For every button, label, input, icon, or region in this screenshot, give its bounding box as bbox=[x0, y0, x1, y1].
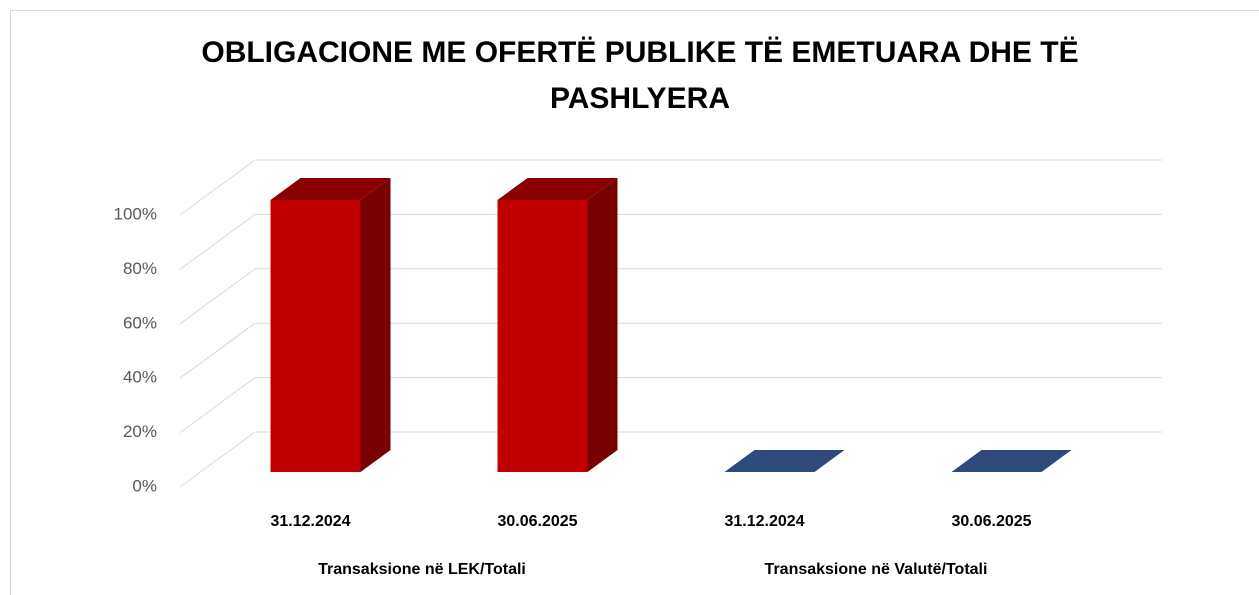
grid-line bbox=[179, 159, 256, 216]
bar-top bbox=[497, 178, 618, 200]
y-tick-label: 80% bbox=[123, 259, 157, 278]
bar-side bbox=[587, 178, 618, 472]
chart-frame bbox=[10, 10, 1259, 595]
chart-title: OBLIGACIONE ME OFERTË PUBLIKE TË EMETUAR… bbox=[201, 36, 1079, 115]
bar-side bbox=[360, 178, 391, 472]
y-tick-label: 60% bbox=[123, 313, 157, 332]
grid-line bbox=[179, 431, 256, 488]
x-tick-label: 30.06.2025 bbox=[497, 513, 577, 530]
x-tick-label: 31.12.2024 bbox=[270, 513, 350, 530]
bar-top bbox=[270, 178, 391, 200]
bar-front bbox=[270, 200, 361, 472]
grid-line bbox=[179, 213, 256, 270]
y-tick-label: 40% bbox=[123, 368, 157, 387]
x-tick-label: 30.06.2025 bbox=[951, 513, 1031, 530]
bar-front bbox=[497, 200, 588, 472]
grid-line bbox=[179, 268, 256, 325]
bar-top bbox=[951, 450, 1072, 472]
group-label: Transaksione në LEK/Totali bbox=[318, 561, 526, 578]
y-tick-label: 20% bbox=[123, 422, 157, 441]
group-label: Transaksione në Valutë/Totali bbox=[765, 561, 988, 578]
grid-line bbox=[179, 322, 256, 379]
x-tick-label: 31.12.2024 bbox=[724, 513, 804, 530]
y-tick-label: 100% bbox=[114, 204, 157, 223]
y-tick-label: 0% bbox=[132, 476, 157, 495]
grid-line bbox=[179, 377, 256, 434]
bar-top bbox=[724, 450, 845, 472]
